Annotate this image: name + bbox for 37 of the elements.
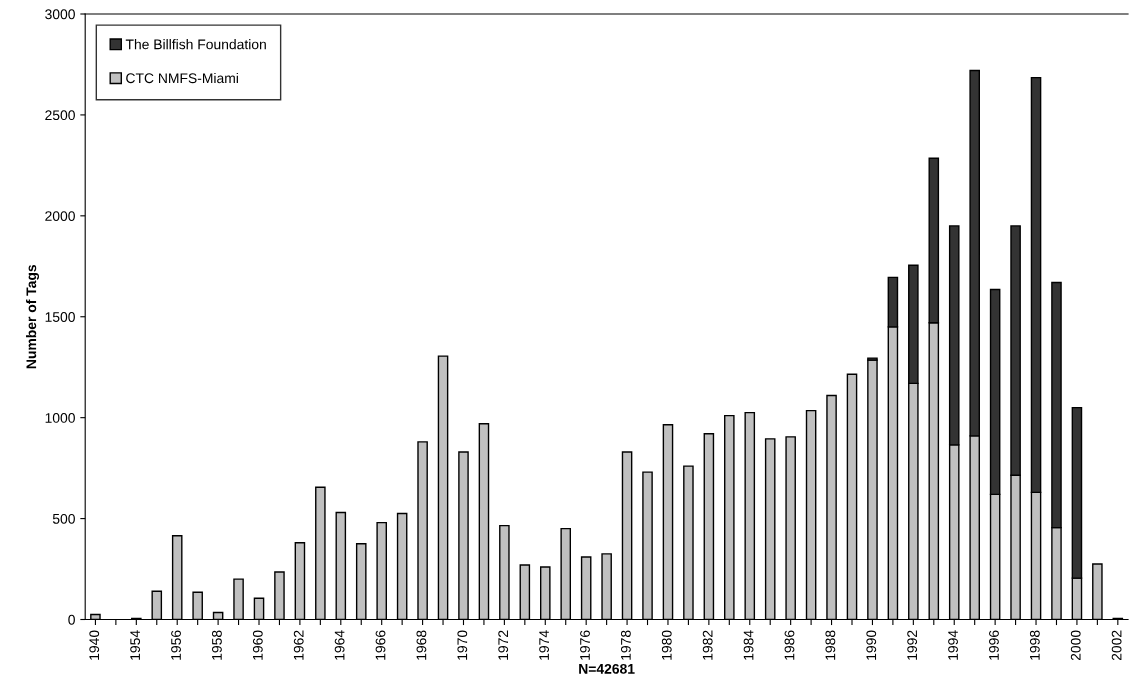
x-tick-label: 1990	[866, 630, 877, 660]
x-tick-label: 1954	[130, 630, 141, 660]
x-tick-label: 1962	[293, 630, 304, 660]
y-tick-label: 0	[68, 614, 75, 625]
x-tick-label: 1992	[907, 630, 918, 660]
legend-label: The Billfish Foundation	[125, 39, 266, 50]
x-tick-label: 1968	[416, 630, 427, 660]
x-tick-label: 1964	[334, 630, 345, 660]
x-tick-label: 2002	[1111, 630, 1122, 661]
y-tick-label: 1500	[45, 312, 75, 322]
y-tick-label: 500	[52, 513, 75, 524]
x-axis-title: N=42681	[579, 663, 635, 674]
x-tick-label: 1982	[702, 630, 713, 660]
y-tick-label: 1000	[45, 413, 75, 423]
x-tick-label: 1966	[375, 630, 386, 660]
y-tick-label: 3000	[45, 9, 75, 20]
x-tick-label: 1976	[580, 630, 590, 660]
x-tick-label: 1940	[89, 630, 100, 660]
x-tick-label: 1996	[989, 630, 999, 660]
x-tick-label: 1984	[743, 630, 754, 660]
x-tick-label: 1988	[825, 630, 836, 660]
x-tick-label: 1978	[620, 630, 631, 660]
y-tick-label: 2000	[45, 211, 75, 221]
x-tick-label: 1960	[252, 630, 263, 660]
x-tick-label: 1986	[784, 630, 795, 660]
x-tick-label: 2000	[1070, 630, 1081, 661]
x-tick-label: 1998	[1029, 630, 1040, 660]
y-tick-label: 2500	[45, 110, 75, 121]
x-tick-label: 1974	[539, 630, 550, 660]
y-axis-title: Number of Tags	[26, 264, 40, 369]
x-tick-label: 1958	[212, 630, 222, 660]
x-tick-label: 1970	[457, 630, 468, 660]
x-tick-label: 1956	[171, 630, 181, 660]
x-tick-label: 1980	[661, 630, 672, 660]
x-tick-label: 1994	[948, 630, 958, 660]
legend-label: CTC NMFS-Miami	[126, 72, 238, 84]
x-tick-label: 1972	[498, 630, 509, 660]
